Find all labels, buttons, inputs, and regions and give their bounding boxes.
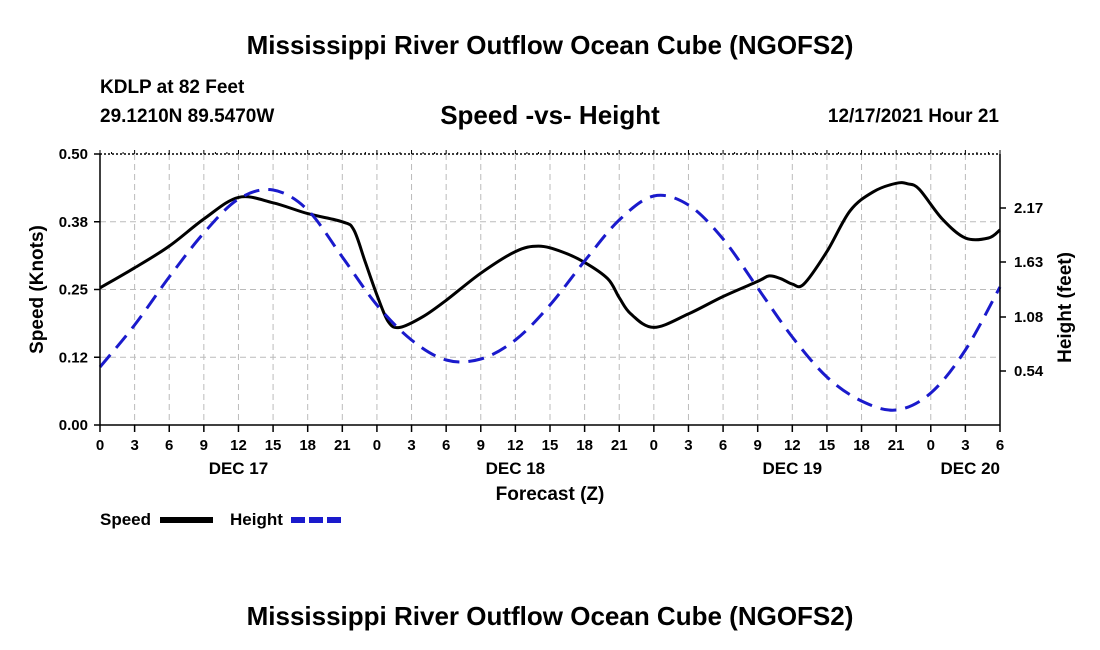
footer-title: Mississippi River Outflow Ocean Cube (NG… bbox=[246, 601, 854, 631]
x-tick-label: 3 bbox=[407, 437, 415, 454]
chart-subtitle: Speed -vs- Height bbox=[440, 100, 660, 130]
speed-height-chart: 0 3 6 9 12 15 18 21 0 3 6 9 12 15 18 21 0 3 6 9 12 15 18 21 0 3 6 0… bbox=[27, 146, 1076, 529]
chart-legend: Speed Height bbox=[100, 510, 342, 529]
y-tick-label: 0.25 bbox=[59, 282, 88, 299]
x-tick-label: 6 bbox=[719, 437, 727, 454]
x-tick-label: 3 bbox=[130, 437, 138, 454]
x-tick-label: 15 bbox=[819, 437, 836, 454]
x-tick-label: 3 bbox=[961, 437, 969, 454]
x-tick-label: 21 bbox=[334, 437, 351, 454]
x-tick-label: 18 bbox=[576, 437, 593, 454]
y2-axis-title: Height (feet) bbox=[1055, 252, 1076, 363]
x-tick-label: 6 bbox=[996, 437, 1004, 454]
main-title: Mississippi River Outflow Ocean Cube (NG… bbox=[246, 30, 854, 60]
x-tick-label: 15 bbox=[265, 437, 282, 454]
chart-series bbox=[98, 181, 1002, 412]
forecast-datetime: 12/17/2021 Hour 21 bbox=[827, 106, 999, 127]
station-label: KDLP at 82 Feet bbox=[100, 77, 245, 98]
x-tick-label: 12 bbox=[507, 437, 524, 454]
x-tick-label: 12 bbox=[230, 437, 247, 454]
y2-tick-label: 2.17 bbox=[1014, 200, 1043, 217]
x-tick-label: 18 bbox=[853, 437, 870, 454]
y2-tick-label: 1.08 bbox=[1014, 309, 1043, 326]
x-tick-label: 12 bbox=[784, 437, 801, 454]
x-tick-label: 6 bbox=[165, 437, 173, 454]
series-line-speed bbox=[99, 181, 1001, 330]
x-tick-label: 9 bbox=[477, 437, 485, 454]
x-axis-title: Forecast (Z) bbox=[496, 484, 605, 505]
station-coordinates: 29.1210N 89.5470W bbox=[100, 106, 275, 127]
x-tick-label: 15 bbox=[542, 437, 559, 454]
legend-label-height: Height bbox=[230, 510, 283, 529]
chart-axes bbox=[94, 150, 1006, 432]
date-label: DEC 20 bbox=[940, 459, 1000, 478]
y-tick-label: 0.12 bbox=[59, 349, 88, 366]
x-tick-label: 0 bbox=[96, 437, 104, 454]
date-label: DEC 19 bbox=[763, 459, 823, 478]
legend-label-speed: Speed bbox=[100, 510, 151, 529]
date-label: DEC 18 bbox=[486, 459, 546, 478]
x-tick-label: 0 bbox=[927, 437, 935, 454]
x-tick-label: 21 bbox=[611, 437, 628, 454]
x-tick-label: 9 bbox=[754, 437, 762, 454]
chart-labels: 0 3 6 9 12 15 18 21 0 3 6 9 12 15 18 21 0 3 6 9 12 15 18 21 0 3 6 0… bbox=[27, 146, 1076, 505]
y2-tick-label: 0.54 bbox=[1014, 363, 1044, 380]
series-line-height bbox=[98, 188, 1002, 412]
y-tick-label: 0.00 bbox=[59, 417, 88, 434]
x-tick-label: 0 bbox=[650, 437, 658, 454]
x-tick-label: 0 bbox=[373, 437, 381, 454]
y-tick-label: 0.38 bbox=[59, 214, 88, 231]
y-axis-title: Speed (Knots) bbox=[27, 225, 48, 354]
x-tick-label: 9 bbox=[200, 437, 208, 454]
x-tick-label: 6 bbox=[442, 437, 450, 454]
date-label: DEC 17 bbox=[209, 459, 269, 478]
x-tick-label: 18 bbox=[299, 437, 316, 454]
y-tick-label: 0.50 bbox=[59, 146, 88, 163]
x-tick-label: 21 bbox=[888, 437, 905, 454]
chart-grid bbox=[100, 154, 1000, 425]
x-tick-label: 3 bbox=[684, 437, 692, 454]
y2-tick-label: 1.63 bbox=[1014, 254, 1043, 271]
